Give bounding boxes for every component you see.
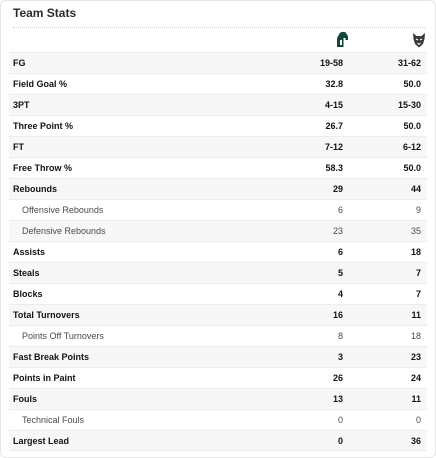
team-logos-header — [9, 28, 427, 52]
away-team-value: 50.0 — [403, 121, 421, 131]
home-team-value: 6 — [337, 247, 343, 257]
stat-row: Fast Break Points 3 23 — [9, 346, 427, 367]
stat-row: Rebounds 29 44 — [9, 178, 427, 199]
stat-row: Largest Lead 0 36 — [9, 430, 427, 451]
stat-label: Total Turnovers — [13, 310, 80, 320]
stat-row: Three Point % 26.7 50.0 — [9, 115, 427, 136]
away-team-value: 24 — [410, 373, 421, 383]
away-team-value: 6-12 — [402, 142, 421, 152]
away-team-value: 50.0 — [403, 79, 421, 89]
home-team-value: 4-15 — [324, 100, 343, 110]
title-divider — [13, 27, 425, 28]
home-team-value: 0 — [337, 415, 343, 425]
home-team-value: 3 — [337, 352, 343, 362]
stat-row: Offensive Rebounds 6 9 — [9, 199, 427, 220]
stat-row: Fouls 13 11 — [9, 388, 427, 409]
home-team-value: 16 — [332, 310, 343, 320]
stat-row: 3PT 4-15 15-30 — [9, 94, 427, 115]
stat-label: Steals — [13, 268, 40, 278]
away-team-value: 50.0 — [403, 163, 421, 173]
away-team-value: 7 — [415, 289, 421, 299]
away-team-value: 15-30 — [397, 100, 421, 110]
away-team-value: 35 — [410, 226, 421, 236]
stat-row: Assists 6 18 — [9, 241, 427, 262]
wolf-head-logo-icon[interactable] — [410, 31, 428, 49]
stat-row: FG 19-58 31-62 — [9, 52, 427, 73]
stat-label: Blocks — [13, 289, 43, 299]
away-team-value: 7 — [415, 268, 421, 278]
stat-row: Free Throw % 58.3 50.0 — [9, 157, 427, 178]
stat-label: Technical Fouls — [22, 415, 85, 425]
away-team-value: 0 — [415, 415, 421, 425]
away-team-value: 31-62 — [397, 58, 421, 68]
stat-label: Free Throw % — [13, 163, 73, 173]
home-team-value: 26 — [332, 373, 343, 383]
stat-label: Assists — [13, 247, 46, 257]
home-team-value: 5 — [337, 268, 343, 278]
stat-label: Offensive Rebounds — [22, 205, 104, 215]
stat-label: Fouls — [13, 394, 37, 404]
home-team-value: 32.8 — [325, 79, 343, 89]
stat-label: Three Point % — [13, 121, 74, 131]
home-team-value: 4 — [337, 289, 343, 299]
home-team-value: 6 — [337, 205, 343, 215]
away-team-value: 44 — [410, 184, 421, 194]
stat-label: FT — [13, 142, 24, 152]
home-team-value: 8 — [337, 331, 343, 341]
stat-row: Blocks 4 7 — [9, 283, 427, 304]
away-team-value: 11 — [411, 394, 421, 404]
home-team-value: 19-58 — [319, 58, 343, 68]
stat-label: Fast Break Points — [13, 352, 90, 362]
away-team-value: 11 — [411, 310, 421, 320]
away-team-value: 18 — [410, 331, 421, 341]
stat-row: Total Turnovers 16 11 — [9, 304, 427, 325]
stat-label: Defensive Rebounds — [22, 226, 106, 236]
home-team-value: 29 — [332, 184, 343, 194]
stat-row: Field Goal % 32.8 50.0 — [9, 73, 427, 94]
stat-label: 3PT — [13, 100, 30, 110]
home-team-value: 58.3 — [325, 163, 343, 173]
team-stats-table: FG 19-58 31-62 Field Goal % 32.8 50.0 3PT 4-15 1… — [9, 52, 427, 451]
stat-label: Points in Paint — [13, 373, 76, 383]
away-team-value: 23 — [410, 352, 421, 362]
stat-row: Technical Fouls 0 0 — [9, 409, 427, 430]
stat-label: FG — [13, 58, 26, 68]
card-title: Team Stats — [13, 6, 77, 20]
away-team-value: 18 — [410, 247, 421, 257]
stat-label: Rebounds — [13, 184, 57, 194]
home-team-value: 26.7 — [325, 121, 343, 131]
home-team-value: 7-12 — [324, 142, 343, 152]
stat-row: Points in Paint 26 24 — [9, 367, 427, 388]
stat-label: Points Off Turnovers — [22, 331, 104, 341]
home-team-value: 0 — [337, 436, 343, 446]
stat-row: Points Off Turnovers 8 18 — [9, 325, 427, 346]
home-team-value: 13 — [332, 394, 343, 404]
stat-label: Field Goal % — [13, 79, 68, 89]
home-team-value: 23 — [332, 226, 343, 236]
stat-row: Steals 5 7 — [9, 262, 427, 283]
stat-label: Largest Lead — [13, 436, 70, 446]
stat-row: FT 7-12 6-12 — [9, 136, 427, 157]
away-team-value: 9 — [415, 205, 421, 215]
spartan-helmet-logo-icon[interactable] — [333, 31, 351, 49]
stat-row: Defensive Rebounds 23 35 — [9, 220, 427, 241]
away-team-value: 36 — [410, 436, 421, 446]
